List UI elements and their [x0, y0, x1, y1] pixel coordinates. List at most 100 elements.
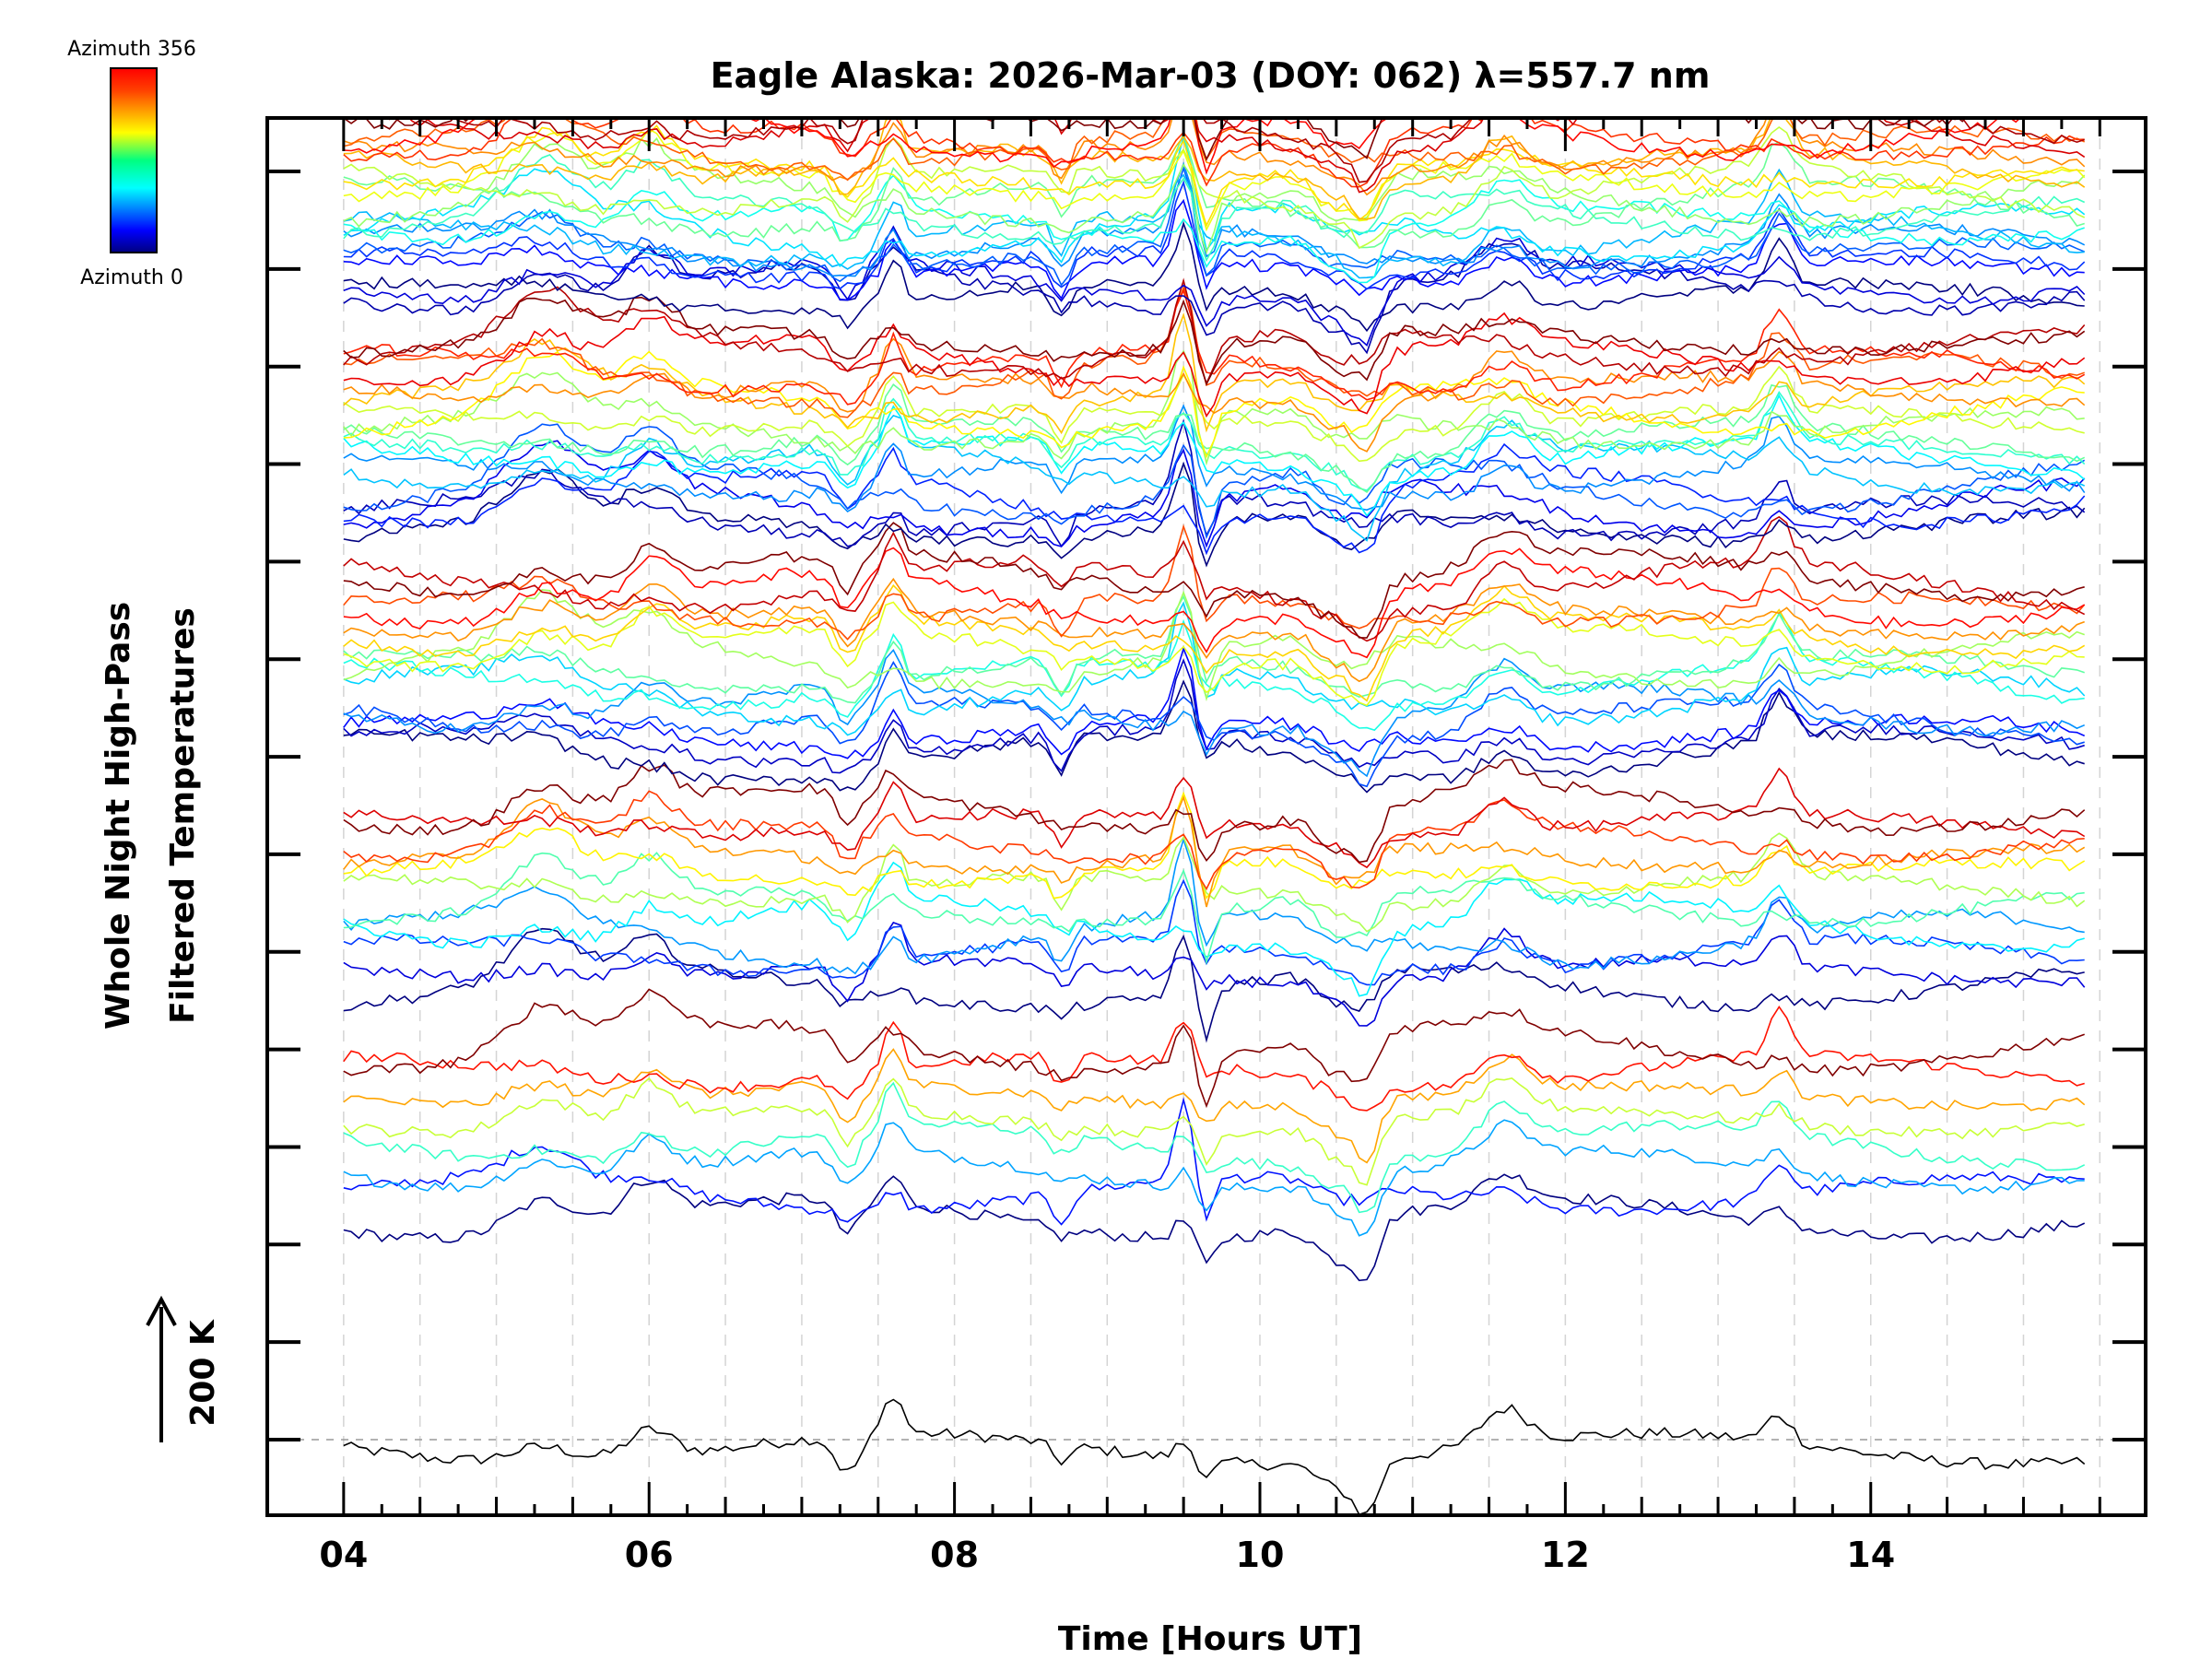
- series-line-ring-2-4: [343, 861, 2085, 997]
- series-line-ring-4-16: [343, 288, 2086, 406]
- series-line-ring-5-12: [343, 136, 2086, 255]
- series-line-ring-3-7: [343, 594, 2085, 704]
- series-line-ring-5-23: [343, 118, 2009, 161]
- colorbar-top-label: Azimuth 356: [67, 38, 196, 61]
- grid: [267, 118, 2146, 1515]
- series-line-ring-4-11: [343, 365, 2085, 463]
- x-tick-label: 10: [1236, 1535, 1285, 1575]
- series-line-ring-2-8: [343, 794, 2086, 908]
- series-line-ring-4-4: [343, 423, 2086, 540]
- x-axis-label: Time [Hours UT]: [1058, 1620, 1362, 1658]
- series-line-ring-4-5: [343, 404, 2086, 513]
- series-line-ring-5-0: [343, 220, 2085, 333]
- series-line-ring-1-2: [343, 1119, 2085, 1237]
- series-line-ring-4-8: [343, 390, 2086, 492]
- series-line-ring-1-0: [343, 1173, 2086, 1282]
- series-line-ring-5-10: [343, 154, 2086, 263]
- series-line-ring-6-8: [344, 0, 2085, 56]
- scale-arrow-head: [146, 1295, 177, 1326]
- series-line-ring-2-6: [343, 832, 2086, 933]
- series-line-ring-6-13: [344, 0, 2085, 11]
- series-line-ring-3-13: [343, 547, 2086, 659]
- series-line-ring-3-8: [343, 589, 2085, 701]
- axis-ticks: [267, 118, 2146, 1515]
- series-line-ring-1-5: [343, 1048, 2086, 1164]
- series-line-ring-5-22: [433, 118, 2085, 183]
- series-line-ring-3-3: [343, 660, 2085, 788]
- series-line-ring-4-6: [343, 414, 2086, 542]
- series-line-ring-4-14: [343, 337, 2086, 453]
- x-tick-label: 12: [1541, 1535, 1590, 1575]
- series-line-ring-5-4: [343, 180, 2086, 290]
- series-line-ring-3-10: [343, 583, 2086, 702]
- series-line-ring-5-14: [343, 127, 2086, 232]
- series-line-ring-5-13: [343, 126, 2086, 250]
- series-line-ring-6-14: [344, 0, 2085, 6]
- series-line-ring-6-17: [344, 0, 2085, 16]
- scale-label: 200 K: [184, 1319, 222, 1427]
- series-line-ring-5-8: [343, 133, 2086, 267]
- series-line-ring-2-11: [343, 759, 2086, 864]
- series-line-ring-5-21: [386, 118, 2086, 194]
- series-line-ring-4-12: [343, 350, 2085, 459]
- series-line-ring-4-18: [343, 277, 2086, 386]
- series-line-ring-3-15: [343, 522, 2085, 639]
- series-line-ring-6-15: [344, 0, 2085, 26]
- series-line-ring-3-12: [343, 524, 2086, 641]
- series-line-ring-5-11: [343, 131, 2085, 249]
- series-line-ring-2-10: [343, 767, 2086, 869]
- series-line-ring-6-11: [344, 0, 2085, 48]
- x-tick-label: 06: [625, 1535, 674, 1575]
- colorbar-bottom-label: Azimuth 0: [80, 266, 183, 289]
- series-line-ring-4-17: [343, 312, 2086, 418]
- x-tick-label: 14: [1846, 1535, 1895, 1575]
- series-line-ring-1-4: [343, 1077, 2085, 1186]
- series-line-ring-6-12: [344, 0, 2085, 27]
- series-line-ring-5-1: [343, 242, 2086, 355]
- series-line-ring-2-2: [343, 878, 2085, 986]
- chart-title: Eagle Alaska: 2026-Mar-03 (DOY: 062) λ=5…: [711, 55, 1711, 96]
- series-line-ring-5-15: [343, 124, 2085, 228]
- scale-arrow: [146, 1295, 177, 1442]
- x-tick-labels: 04 06 08 10 12 14: [319, 1535, 1895, 1575]
- colorbar: [110, 67, 158, 253]
- series-line-ring-3-9: [343, 597, 2085, 707]
- series-lines: [343, 0, 2086, 1515]
- series-line-ring-3-2: [343, 646, 2086, 759]
- series-line-ring-5-20: [343, 118, 2045, 175]
- plot-frame: [265, 116, 2147, 1517]
- series-line-ring-3-11: [343, 577, 2085, 683]
- series-line-ring-2-5: [343, 852, 2085, 965]
- y-axis-label-line-2: Filtered Temperatures: [164, 607, 202, 1024]
- series-line-ring-2-7: [343, 791, 2086, 900]
- series-line-zenith-row-0: [343, 1398, 2086, 1515]
- series-line-ring-5-5: [343, 166, 2086, 287]
- x-tick-label: 08: [930, 1535, 979, 1575]
- y-axis-label-line-1: Whole Night High-Pass: [100, 602, 137, 1030]
- series-line-ring-1-3: [343, 1081, 2086, 1214]
- series-line-ring-1-6: [343, 1005, 2085, 1112]
- series-line-ring-4-7: [343, 394, 2086, 517]
- series-line-ring-3-14: [343, 515, 2086, 642]
- series-line-ring-4-15: [343, 285, 2085, 418]
- series-line-ring-4-2: [343, 440, 2086, 548]
- x-tick-label: 04: [319, 1535, 368, 1575]
- series-line-ring-2-0: [343, 927, 2085, 1043]
- series-line-ring-6-10: [344, 0, 2085, 56]
- series-line-ring-4-13: [343, 312, 2086, 435]
- series-line-ring-4-3: [343, 442, 2086, 556]
- series-line-ring-6-9: [344, 0, 2085, 36]
- series-line-ring-3-1: [343, 658, 2085, 774]
- series-line-ring-4-0: [343, 461, 2086, 568]
- series-line-ring-2-3: [343, 837, 2085, 975]
- series-line-ring-6-6: [344, 0, 2085, 56]
- series-line-ring-5-19: [343, 118, 2085, 188]
- series-line-ring-3-6: [343, 611, 2085, 732]
- series-line-ring-4-9: [343, 383, 2086, 494]
- series-line-ring-2-1: [343, 922, 2086, 1027]
- series-line-ring-5-3: [343, 198, 2085, 301]
- series-line-ring-1-7: [343, 988, 2085, 1109]
- series-line-ring-2-9: [343, 790, 2085, 891]
- series-line-ring-5-2: [343, 225, 2086, 347]
